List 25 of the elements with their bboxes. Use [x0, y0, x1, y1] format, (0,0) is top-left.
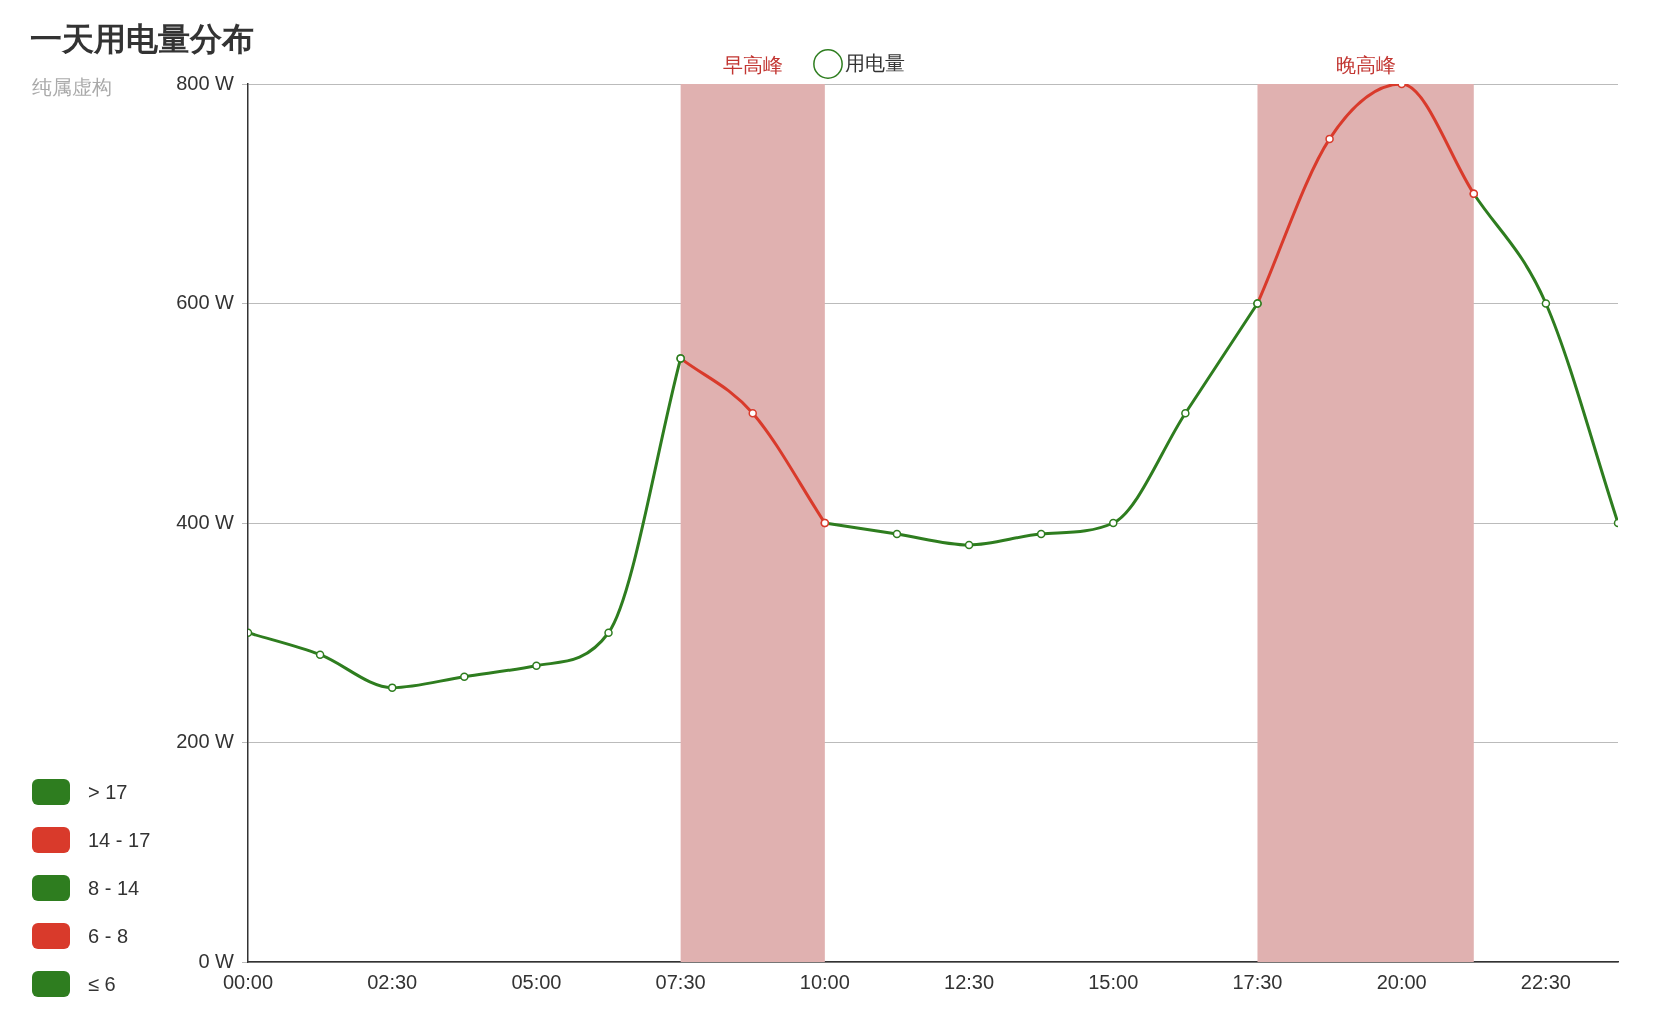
x-tick-label: 05:00 — [511, 970, 562, 993]
text: 纯属虚构 — [32, 75, 112, 100]
x-tick-label: 15:00 — [1088, 970, 1139, 993]
band-label: 早高峰 — [722, 53, 783, 76]
text: ≤ 6 — [88, 972, 116, 996]
x-tick-label: 00:00 — [222, 970, 274, 993]
y-tick-label: 600 W — [176, 291, 235, 314]
x-tick-label: 17:30 — [1232, 970, 1283, 993]
x-tick-label: 07:30 — [655, 970, 706, 993]
text: 8 - 14 — [88, 876, 140, 900]
x-tick-label: 02:30 — [367, 970, 418, 993]
text: 14 - 17 — [88, 828, 151, 852]
y-tick-label: 200 W — [176, 730, 235, 753]
y-tick-label: 0 W — [198, 949, 235, 972]
x-tick-label: 20:00 — [1376, 970, 1427, 993]
band-label: 晚高峰 — [1335, 53, 1396, 76]
y-tick-label: 800 W — [176, 71, 235, 94]
text: 6 - 8 — [88, 924, 129, 948]
x-tick-label: 22:30 — [1520, 970, 1571, 993]
chart-title: 一天用电量分布 — [30, 20, 254, 59]
legend-label: 用电量 — [845, 51, 905, 74]
x-tick-label: 12:30 — [944, 970, 995, 993]
y-tick-label: 400 W — [176, 510, 235, 533]
text: > 17 — [88, 780, 128, 804]
x-tick-label: 10:00 — [799, 970, 850, 993]
